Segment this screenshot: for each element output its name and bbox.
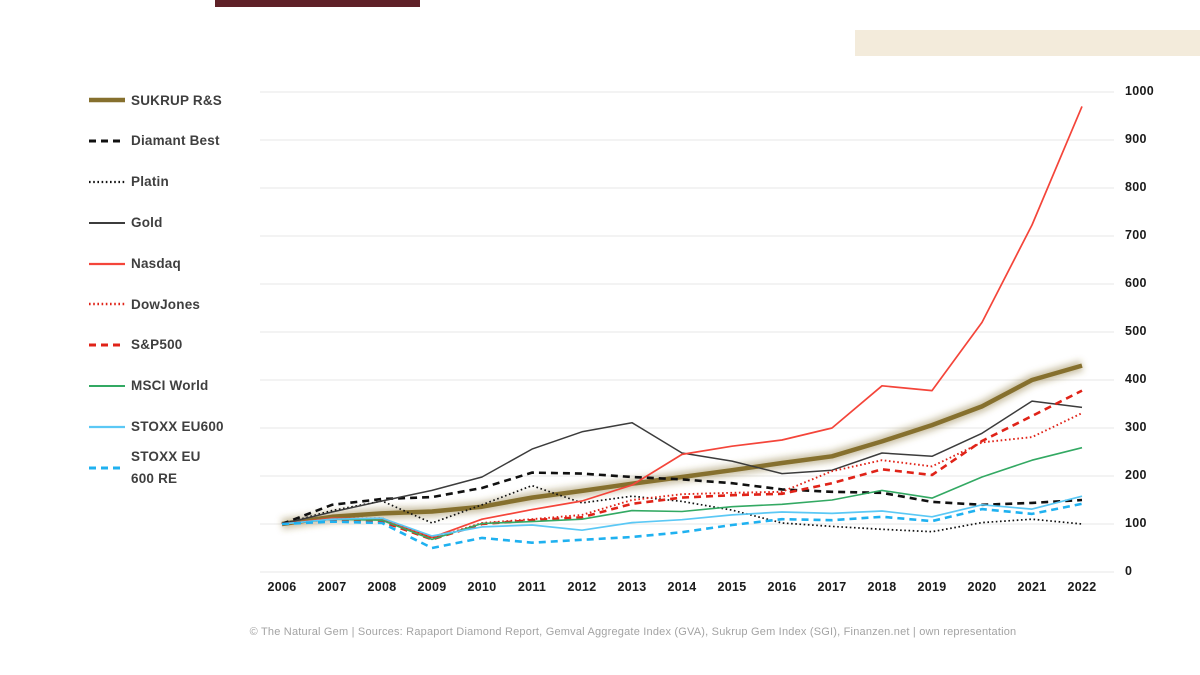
x-tick-label: 2008 bbox=[367, 580, 397, 594]
legend-label: S&P500 bbox=[131, 337, 183, 353]
x-tick-label: 2010 bbox=[467, 580, 497, 594]
legend-label: Nasdaq bbox=[131, 255, 181, 271]
legend-label: MSCI World bbox=[131, 378, 209, 394]
legend-swatch-stoxx-eu-600-re bbox=[89, 466, 125, 470]
legend-label: STOXX EU 600 RE bbox=[131, 448, 201, 486]
legend-swatch-nasdaq bbox=[89, 262, 125, 265]
legend-item-msci-world: MSCI World bbox=[88, 366, 258, 407]
series-line-platin bbox=[281, 484, 1083, 533]
series-line-stoxx-eu600 bbox=[281, 495, 1083, 537]
series-lines bbox=[281, 106, 1084, 550]
legend-swatch-msci-world bbox=[89, 384, 125, 388]
legend-item-diamant-best: Diamant Best bbox=[88, 121, 258, 162]
series-line-stoxx-eu-600-re bbox=[281, 502, 1083, 550]
x-tick-label: 2022 bbox=[1067, 580, 1097, 594]
legend-swatch-sukrup-r-s bbox=[89, 98, 125, 103]
y-tick-label: 500 bbox=[1125, 324, 1147, 338]
y-tick-label: 900 bbox=[1125, 132, 1147, 146]
series-line-diamant-best bbox=[281, 471, 1083, 526]
x-tick-label: 2009 bbox=[417, 580, 447, 594]
x-tick-label: 2017 bbox=[817, 580, 847, 594]
series-line-msci-world bbox=[281, 446, 1083, 541]
y-tick-label: 1000 bbox=[1125, 84, 1155, 98]
cropped-title-bar-remnant bbox=[215, 0, 420, 7]
x-tick-label: 2015 bbox=[717, 580, 747, 594]
legend-swatch-stoxx-eu600 bbox=[89, 425, 125, 428]
legend-swatch-platin bbox=[89, 180, 125, 184]
legend-swatch-diamant-best bbox=[89, 139, 125, 143]
y-tick-label: 200 bbox=[1125, 468, 1147, 482]
legend-item-sukrup-r-s: SUKRUP R&S bbox=[88, 80, 258, 121]
series-line-gold bbox=[281, 400, 1083, 525]
y-tick-label: 100 bbox=[1125, 516, 1147, 530]
x-tick-label: 2012 bbox=[567, 580, 597, 594]
legend-item-platin: Platin bbox=[88, 162, 258, 203]
x-tick-label: 2006 bbox=[267, 580, 297, 594]
x-tick-label: 2014 bbox=[667, 580, 697, 594]
y-tick-label: 600 bbox=[1125, 276, 1147, 290]
y-tick-label: 300 bbox=[1125, 420, 1147, 434]
legend-label: SUKRUP R&S bbox=[131, 92, 223, 108]
legend-item-stoxx-eu600: STOXX EU600 bbox=[88, 406, 258, 447]
legend-label: Diamant Best bbox=[131, 133, 220, 149]
legend-item-nasdaq: Nasdaq bbox=[88, 243, 258, 284]
x-tick-label: 2021 bbox=[1017, 580, 1047, 594]
legend-label: STOXX EU600 bbox=[131, 418, 224, 434]
source-attribution: © The Natural Gem | Sources: Rapaport Di… bbox=[249, 626, 1017, 638]
y-tick-label: 400 bbox=[1125, 372, 1147, 386]
series-line-nasdaq bbox=[281, 106, 1083, 539]
x-tick-label: 2020 bbox=[967, 580, 997, 594]
series-line-sukrup-r-s bbox=[281, 363, 1083, 527]
legend-label: DowJones bbox=[131, 296, 201, 312]
chart-legend: SUKRUP R&S Diamant Best Platin Gold Nasdaq Do… bbox=[88, 80, 258, 488]
x-tick-label: 2007 bbox=[317, 580, 347, 594]
x-tick-label: 2013 bbox=[617, 580, 647, 594]
y-tick-label: 700 bbox=[1125, 228, 1147, 242]
series-glow-sukrup-r-s bbox=[281, 360, 1084, 530]
x-tick-label: 2011 bbox=[517, 580, 547, 594]
legend-swatch-dowjones bbox=[89, 303, 125, 306]
cropped-banner-box bbox=[855, 30, 1200, 56]
x-tick-label: 2016 bbox=[767, 580, 797, 594]
legend-label: Gold bbox=[131, 214, 163, 230]
legend-label: Platin bbox=[131, 174, 169, 190]
x-tick-label: 2018 bbox=[867, 580, 897, 594]
legend-item-gold: Gold bbox=[88, 202, 258, 243]
legend-swatch-s-p500 bbox=[89, 343, 125, 347]
y-tick-label: 0 bbox=[1125, 564, 1133, 578]
legend-item-s-p500: S&P500 bbox=[88, 325, 258, 366]
legend-item-stoxx-eu-600-re: STOXX EU 600 RE bbox=[88, 447, 258, 488]
x-tick-label: 2019 bbox=[917, 580, 947, 594]
legend-swatch-gold bbox=[89, 221, 125, 224]
legend-item-dowjones: DowJones bbox=[88, 284, 258, 325]
y-tick-label: 800 bbox=[1125, 180, 1147, 194]
